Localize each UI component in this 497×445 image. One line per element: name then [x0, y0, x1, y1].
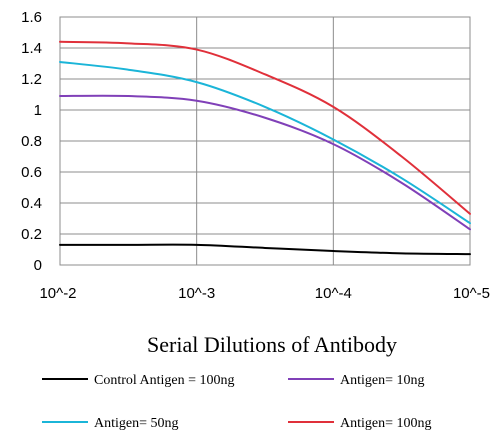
series-lines: [59, 40, 471, 256]
x-axis-ticks: 10^-2 10^-3 10^-4 10^-5: [39, 285, 490, 302]
y-tick-label: 0.6: [21, 164, 42, 181]
series-line-1: [59, 94, 471, 231]
y-tick-label: 1.2: [21, 71, 42, 88]
y-axis-ticks: 0 0.2 0.4 0.6 0.8 1 1.2 1.4 1.6: [21, 9, 42, 274]
x-tick-label: 10^-2: [39, 285, 76, 302]
grid-lines: [60, 17, 470, 265]
x-tick-label: 10^-5: [453, 285, 490, 302]
series-line-3: [59, 40, 471, 215]
legend-label: Antigen= 100ng: [340, 416, 432, 431]
legend-label: Control Antigen = 100ng: [94, 373, 235, 388]
x-tick-label: 10^-3: [178, 285, 215, 302]
legend: Control Antigen = 100ng Antigen= 10ng Anti…: [42, 373, 432, 431]
x-tick-label: 10^-4: [315, 285, 352, 302]
x-axis-title: Serial Dilutions of Antibody: [147, 332, 397, 357]
y-tick-label: 0.2: [21, 226, 42, 243]
y-tick-label: 1.4: [21, 40, 42, 57]
y-tick-label: 0.8: [21, 133, 42, 150]
y-tick-label: 0.4: [21, 195, 42, 212]
legend-label: Antigen= 10ng: [340, 373, 425, 388]
y-tick-label: 1: [34, 102, 42, 119]
legend-label: Antigen= 50ng: [94, 416, 179, 431]
y-tick-label: 0: [34, 257, 42, 274]
y-tick-label: 1.6: [21, 9, 42, 26]
series-line-2: [59, 60, 471, 225]
series-line-0: [59, 243, 471, 256]
